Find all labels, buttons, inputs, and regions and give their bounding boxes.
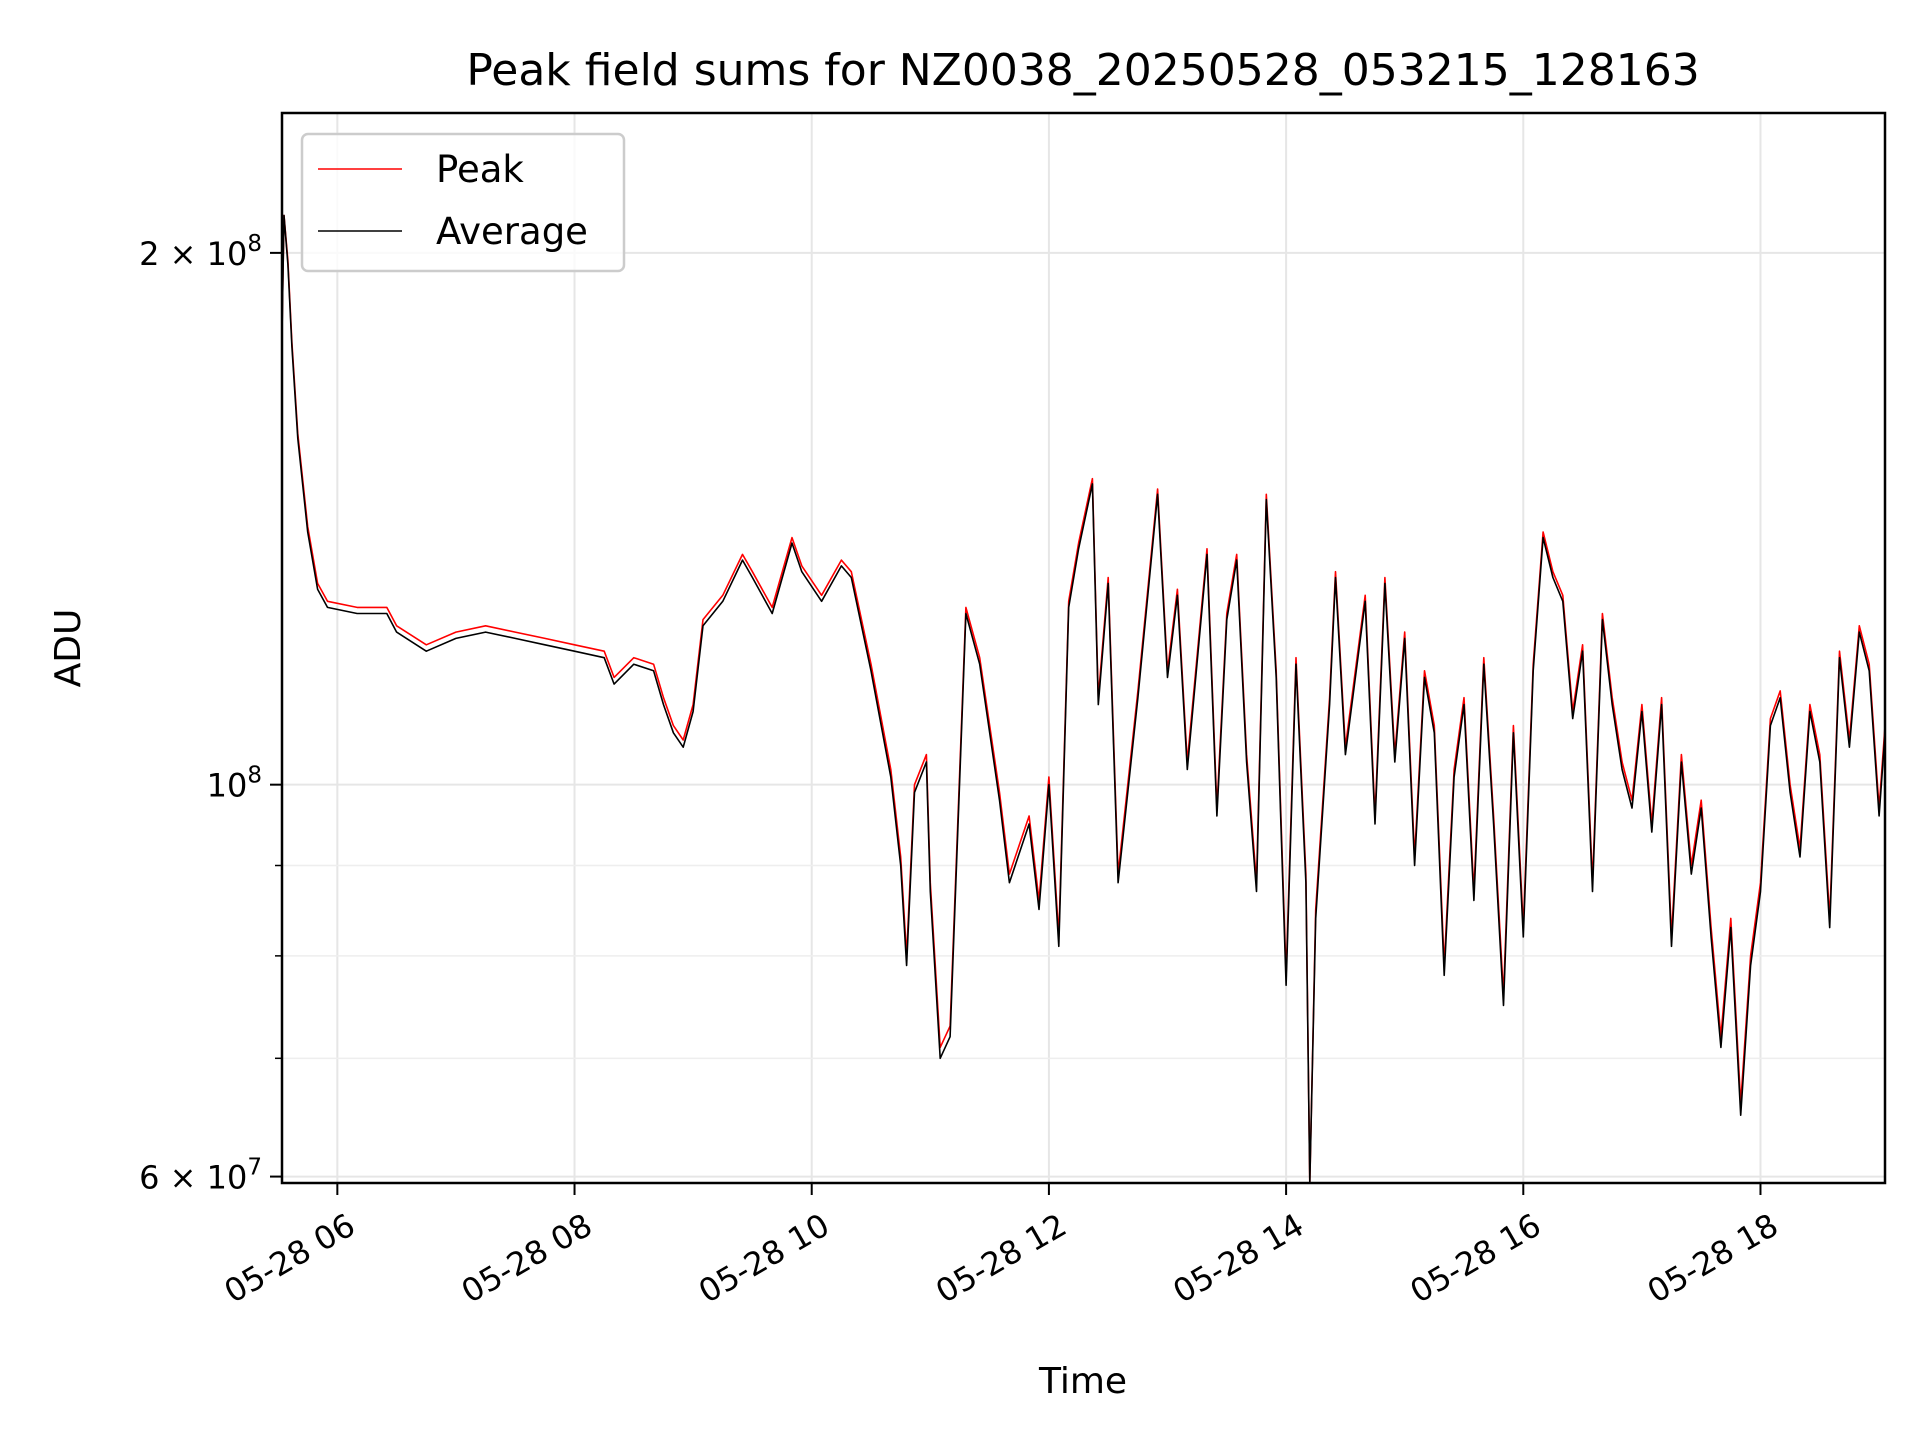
legend-label-average: Average: [436, 210, 588, 253]
plot-area-frame: [280, 111, 1887, 1185]
legend-label-peak: Peak: [436, 148, 524, 191]
series-layer: [282, 214, 1885, 1183]
y-tick-label: 6 × 107: [139, 1155, 262, 1197]
legend: Peak Average: [300, 132, 626, 273]
x-axis-label: Time: [1038, 1361, 1127, 1402]
chart-title: Peak field sums for NZ0038_20250528_0532…: [466, 45, 1699, 96]
y-tick-label: 2 × 108: [139, 231, 262, 273]
y-tick-label: 108: [207, 763, 262, 805]
series-line-average: [282, 214, 1885, 1183]
grid: [282, 113, 1885, 1183]
y-axis-label: ADU: [48, 609, 89, 688]
